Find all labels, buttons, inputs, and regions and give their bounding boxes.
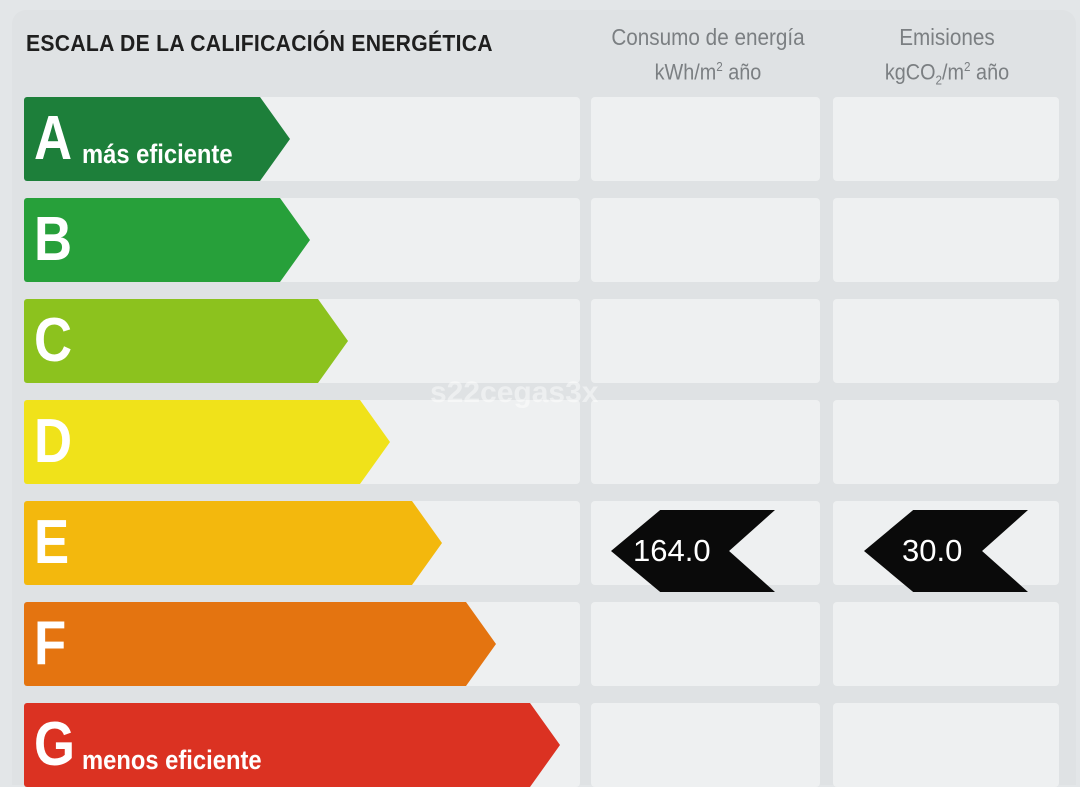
rating-letter: E [34,508,70,577]
energy-cell [591,400,820,484]
rating-arrow-a [24,97,290,181]
rating-letter: G [34,710,75,779]
rating-arrow-g [24,703,560,787]
emissions-cell [833,299,1059,383]
energy-cell [591,703,820,787]
emissions-cell [833,97,1059,181]
emissions-column-header: Emisiones kgCO2/m2 año [884,24,1010,88]
energy-value: 164.0 [633,533,711,568]
rating-sublabel: menos eficiente [82,745,262,775]
rating-arrow-c [24,299,348,383]
scale-title: ESCALA DE LA CALIFICACIÓN ENERGÉTICA [26,30,493,56]
watermark: s22cegas3x [430,376,599,409]
rating-letter: F [34,609,67,678]
energy-cell [591,299,820,383]
rating-arrow-f [24,602,496,686]
energy-cell [591,198,820,282]
energy-column-header: Consumo de energía kWh/m2 año [611,24,805,85]
rating-letter: C [34,306,73,375]
emissions-cell [833,602,1059,686]
rating-letter: A [34,104,73,173]
emissions-cell [833,400,1059,484]
rating-letter: D [34,407,73,476]
energy-cell [591,602,820,686]
emissions-value: 30.0 [902,533,963,568]
emissions-cell [833,198,1059,282]
rating-arrow-b [24,198,310,282]
rating-sublabel: más eficiente [82,139,233,169]
rating-arrow-d [24,400,390,484]
rating-arrow-e [24,501,442,585]
rating-letter: B [34,205,73,274]
energy-cell [591,97,820,181]
emissions-cell [833,703,1059,787]
